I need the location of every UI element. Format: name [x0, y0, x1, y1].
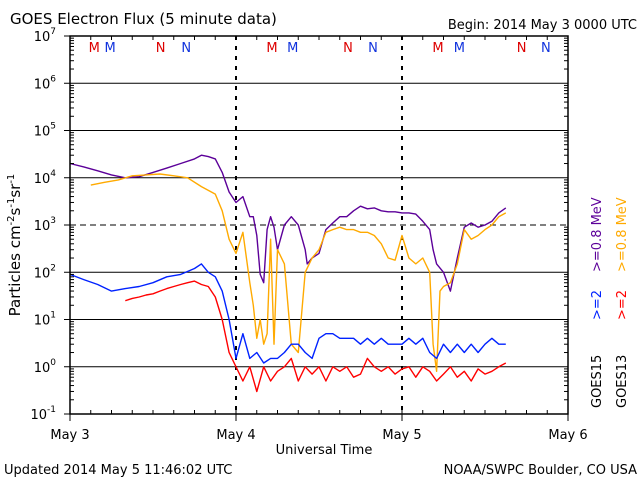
marker-n-10: N	[517, 41, 527, 56]
legend-name-goes15: GOES15	[590, 355, 605, 408]
y-axis-ticks: 10-1 100 101 102 103 104 105 106 107	[30, 27, 568, 423]
series-goes13-0-8-mev	[90, 173, 507, 372]
marker-n-6: N	[343, 41, 353, 56]
marker-m-5: M	[287, 41, 298, 56]
marker-m-9: M	[454, 41, 465, 56]
credit-label: NOAA/SWPC Boulder, CO USA	[444, 463, 637, 478]
marker-m-4: M	[266, 41, 277, 56]
chart-title: GOES Electron Flux (5 minute data)	[10, 10, 277, 28]
series-goes13-2-mev	[125, 280, 507, 393]
marker-n-7: N	[368, 41, 378, 56]
data-series	[69, 154, 507, 393]
marker-m-0: M	[89, 41, 100, 56]
y-tick-label-3: 102	[34, 263, 56, 281]
x-axis-ticks: May 3 May 4 May 5 May 6	[50, 36, 588, 443]
y-tick-label-6: 105	[34, 122, 56, 140]
marker-n-3: N	[181, 41, 191, 56]
marker-m-8: M	[432, 41, 443, 56]
y-tick-label-2: 101	[34, 311, 56, 329]
legend-energy-goes13-2mev: >=2	[615, 290, 630, 320]
y-tick-label-0: 10-1	[30, 405, 56, 423]
x-tick-label-2: May 5	[382, 428, 421, 443]
x-axis-label: Universal Time	[276, 443, 373, 458]
series-goes15-0-8-mev	[69, 154, 507, 292]
marker-n-11: N	[541, 41, 551, 56]
y-tick-label-7: 106	[34, 74, 57, 92]
begin-label: Begin: 2014 May 3 0000 UTC	[448, 18, 637, 33]
x-tick-label-1: May 4	[216, 428, 255, 443]
legend-energy-goes15-08mev: >=0.8 MeV	[590, 197, 605, 272]
legend-name-goes13: GOES13	[615, 355, 630, 408]
y-tick-label-5: 104	[34, 169, 57, 187]
marker-n-2: N	[156, 41, 166, 56]
x-tick-label-0: May 3	[50, 428, 89, 443]
y-tick-label-4: 103	[34, 216, 56, 234]
marker-m-1: M	[105, 41, 116, 56]
x-tick-label-3: May 6	[548, 428, 587, 443]
legend-energy-goes13-08mev: >=0.8 MeV	[615, 197, 630, 272]
y-axis-label: Particles cm-2s-1sr-1	[6, 174, 24, 317]
y-tick-label-8: 107	[34, 27, 56, 45]
noon-markers	[235, 36, 403, 414]
series-goes15-2-mev	[69, 263, 506, 364]
y-tick-label-1: 100	[34, 358, 57, 376]
plot-grid	[70, 82, 568, 368]
right-legend: >=0.8 MeV >=0.8 MeV >=2 >=2 GOES15 GOES1…	[590, 197, 630, 408]
updated-timestamp: Updated 2014 May 5 11:46:02 UTC	[4, 463, 232, 478]
legend-energy-goes15-2mev: >=2	[590, 290, 605, 320]
